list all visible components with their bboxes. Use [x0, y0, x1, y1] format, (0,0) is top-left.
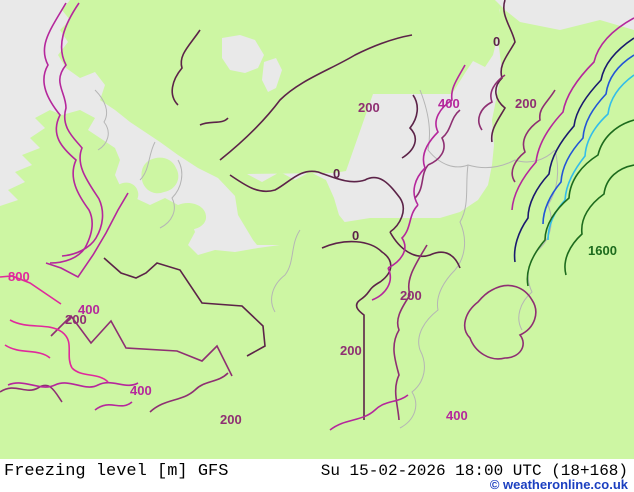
- svg-text:200: 200: [358, 100, 380, 115]
- svg-text:200: 200: [515, 96, 537, 111]
- svg-text:200: 200: [400, 288, 422, 303]
- svg-text:0: 0: [352, 228, 359, 243]
- svg-text:400: 400: [446, 408, 468, 423]
- svg-text:400: 400: [438, 96, 460, 111]
- svg-text:0: 0: [493, 34, 500, 49]
- svg-text:1600: 1600: [588, 243, 617, 258]
- svg-text:400: 400: [78, 302, 100, 317]
- svg-text:200: 200: [220, 412, 242, 427]
- svg-text:800: 800: [8, 269, 30, 284]
- svg-text:0: 0: [333, 166, 340, 181]
- svg-text:200: 200: [340, 343, 362, 358]
- svg-text:400: 400: [130, 383, 152, 398]
